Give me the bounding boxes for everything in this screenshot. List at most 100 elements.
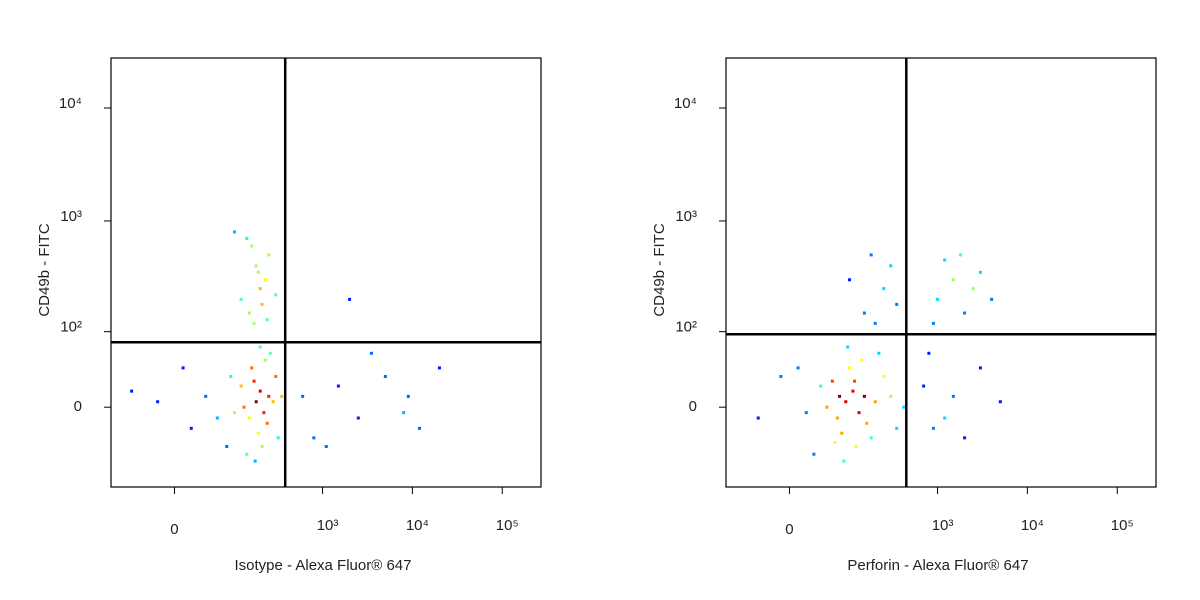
event — [181, 366, 185, 370]
event — [857, 411, 861, 415]
event — [252, 321, 256, 325]
event — [250, 366, 254, 370]
event — [931, 426, 935, 430]
y-tick-label: 10³ — [675, 208, 697, 225]
event — [242, 405, 246, 409]
event — [239, 384, 243, 388]
event — [927, 351, 931, 355]
event — [838, 394, 842, 398]
event — [265, 421, 269, 425]
event — [943, 258, 947, 262]
event — [258, 389, 262, 393]
event — [229, 375, 233, 379]
event — [189, 426, 193, 430]
event — [998, 400, 1002, 404]
event — [882, 375, 886, 379]
event — [978, 270, 982, 274]
y-tick-label: 10² — [675, 319, 697, 336]
y-tick-label: 10³ — [60, 208, 82, 225]
event — [963, 311, 967, 315]
event — [267, 253, 271, 257]
event — [239, 297, 243, 301]
event — [274, 375, 278, 379]
y-tick-label: 10² — [60, 319, 82, 336]
event — [902, 405, 906, 409]
event — [835, 416, 839, 420]
event — [963, 436, 967, 440]
event — [250, 244, 254, 248]
event — [264, 278, 268, 282]
event — [253, 459, 257, 463]
event — [369, 351, 373, 355]
event — [402, 411, 406, 415]
event — [225, 444, 229, 448]
event — [848, 278, 852, 282]
x-tick-label: 10⁵ — [1111, 517, 1134, 534]
event — [276, 436, 280, 440]
event — [882, 287, 886, 291]
event — [260, 302, 264, 306]
event — [830, 379, 834, 383]
event — [869, 253, 873, 257]
x-tick-label: 10⁵ — [496, 517, 519, 534]
event — [260, 444, 264, 448]
event — [267, 394, 271, 398]
event — [356, 416, 360, 420]
event — [247, 416, 251, 420]
event — [889, 394, 893, 398]
event — [215, 416, 219, 420]
event — [256, 270, 260, 274]
x-axis-label: Isotype - Alexa Fluor® 647 — [235, 557, 412, 574]
event — [271, 400, 275, 404]
event — [869, 436, 873, 440]
x-tick-label: 10³ — [932, 517, 954, 534]
event — [895, 302, 899, 306]
event — [812, 452, 816, 456]
event — [324, 444, 328, 448]
event — [936, 297, 940, 301]
event — [437, 366, 441, 370]
y-tick-label: 0 — [689, 398, 697, 415]
x-tick-label: 10⁴ — [1021, 517, 1044, 534]
event — [877, 351, 881, 355]
event — [862, 394, 866, 398]
event — [853, 379, 857, 383]
event — [258, 287, 262, 291]
event — [233, 230, 237, 234]
event — [406, 394, 410, 398]
event — [204, 394, 208, 398]
plot-frame — [110, 57, 542, 488]
event — [280, 394, 284, 398]
event — [848, 366, 852, 370]
event — [922, 384, 926, 388]
event — [825, 405, 829, 409]
event — [958, 253, 962, 257]
event — [262, 411, 266, 415]
event — [245, 236, 249, 240]
event — [383, 375, 387, 379]
event — [233, 411, 237, 415]
event — [895, 426, 899, 430]
event — [156, 400, 160, 404]
y-tick-label: 0 — [74, 398, 82, 415]
event — [247, 311, 251, 315]
event — [256, 431, 260, 435]
event — [846, 345, 850, 349]
event — [336, 384, 340, 388]
event — [851, 389, 855, 393]
plot-frame — [725, 57, 1157, 488]
event — [301, 394, 305, 398]
y-axis-label: CD49b - FITC — [36, 223, 53, 317]
event — [860, 358, 864, 362]
event — [779, 375, 783, 379]
event — [862, 311, 866, 315]
event — [245, 452, 249, 456]
y-tick-label: 10⁴ — [674, 95, 697, 112]
event — [258, 345, 262, 349]
event — [796, 366, 800, 370]
event — [842, 459, 846, 463]
event — [844, 400, 848, 404]
x-tick-label: 0 — [170, 521, 178, 538]
event — [264, 358, 268, 362]
x-axis-label: Perforin - Alexa Fluor® 647 — [847, 557, 1028, 574]
